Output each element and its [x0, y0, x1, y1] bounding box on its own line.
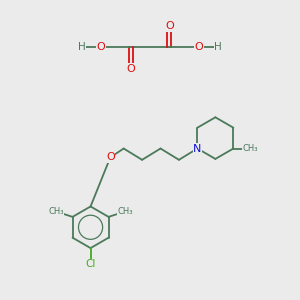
Text: Cl: Cl: [85, 260, 96, 269]
Text: O: O: [106, 152, 115, 162]
Text: H: H: [214, 43, 222, 52]
Text: CH₃: CH₃: [48, 207, 64, 216]
Text: H: H: [78, 43, 86, 52]
Text: CH₃: CH₃: [242, 144, 257, 153]
Text: O: O: [165, 21, 174, 31]
Text: N: N: [193, 143, 202, 154]
Text: O: O: [195, 43, 203, 52]
Text: O: O: [97, 43, 105, 52]
Text: CH₃: CH₃: [117, 207, 133, 216]
Text: O: O: [126, 64, 135, 74]
